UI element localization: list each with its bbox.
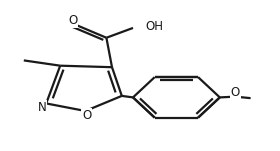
Text: N: N <box>38 101 46 114</box>
Text: OH: OH <box>146 20 164 33</box>
Text: O: O <box>230 86 240 99</box>
Text: O: O <box>82 109 92 122</box>
Text: O: O <box>68 14 78 27</box>
